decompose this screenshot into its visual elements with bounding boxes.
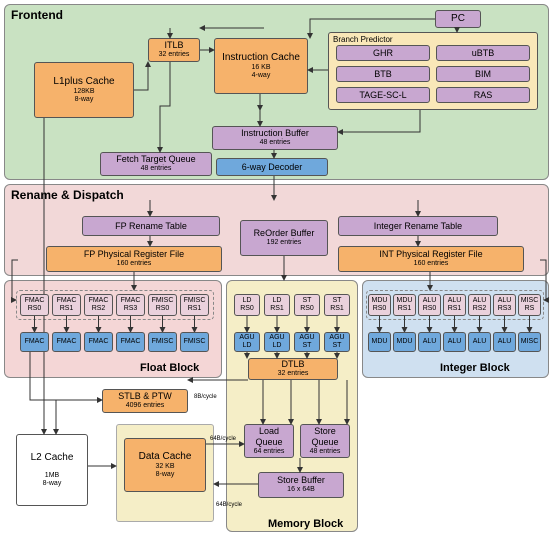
- dtlb-box: DTLB 32 entries: [248, 358, 338, 380]
- float-fu-2: FMAC: [84, 332, 113, 352]
- fp-rename-box: FP Rename Table: [82, 216, 220, 236]
- int-rs-2: ALURS0: [418, 294, 441, 316]
- int-rs-4: ALURS2: [468, 294, 491, 316]
- int-fu-6: MISC: [518, 332, 541, 352]
- float-fu-3: FMAC: [116, 332, 145, 352]
- rename-title: Rename & Dispatch: [11, 188, 124, 202]
- int-fu-5: ALU: [493, 332, 516, 352]
- bp-tage: TAGE-SC-L: [336, 87, 430, 103]
- float-rs-2: FMACRS2: [84, 294, 113, 316]
- bp-ras: RAS: [436, 87, 530, 103]
- float-title: Float Block: [140, 362, 199, 374]
- memory-title: Memory Block: [268, 518, 343, 530]
- int-rs-5: ALURS3: [493, 294, 516, 316]
- decoder-box: 6-way Decoder: [216, 158, 328, 176]
- icache-box: Instruction Cache 16 KB 4-way: [214, 38, 308, 94]
- mem-rs-1: LDRS1: [264, 294, 290, 316]
- int-prf-box: INT Physical Register File 160 entries: [338, 246, 524, 272]
- mem-fu-1: AGULD: [264, 332, 290, 352]
- bw-b: 64B/cycle: [210, 436, 236, 442]
- lq-box: Load Queue 64 entries: [244, 424, 294, 458]
- int-fu-0: MDU: [368, 332, 391, 352]
- float-rs-5: FMISCRS1: [180, 294, 209, 316]
- mem-rs-3: STRS1: [324, 294, 350, 316]
- mem-rs-2: STRS0: [294, 294, 320, 316]
- bp-ghr: GHR: [336, 45, 430, 61]
- mem-fu-0: AGULD: [234, 332, 260, 352]
- bp-ubtb: uBTB: [436, 45, 530, 61]
- float-fu-5: FMISC: [180, 332, 209, 352]
- l1plus-box: L1plus Cache 128KB 8-way: [34, 62, 134, 118]
- int-fu-2: ALU: [418, 332, 441, 352]
- pc-label: PC: [451, 13, 465, 25]
- ibuf-box: Instruction Buffer 48 entries: [212, 126, 338, 150]
- rob-box: ReOrder Buffer 192 entries: [240, 220, 328, 256]
- float-rs-3: FMACRS3: [116, 294, 145, 316]
- sb-box: Store Buffer 16 x 64B: [258, 472, 344, 498]
- int-rename-box: Integer Rename Table: [338, 216, 498, 236]
- int-rs-6: MISCRS: [518, 294, 541, 316]
- frontend-title: Frontend: [11, 8, 63, 22]
- bp-title: Branch Predictor: [333, 35, 393, 45]
- mem-rs-0: LDRS0: [234, 294, 260, 316]
- integer-title: Integer Block: [440, 362, 510, 374]
- float-rs-4: FMISCRS0: [148, 294, 177, 316]
- int-fu-4: ALU: [468, 332, 491, 352]
- float-rs-0: FMACRS0: [20, 294, 49, 316]
- float-rs-1: FMACRS1: [52, 294, 81, 316]
- int-rs-0: MDURS0: [368, 294, 391, 316]
- l2-box: L2 Cache 1MB 8-way: [16, 434, 88, 506]
- sq-box: Store Queue 48 entries: [300, 424, 350, 458]
- bw-a: 8B/cycle: [194, 394, 217, 400]
- mem-fu-3: AGUST: [324, 332, 350, 352]
- float-fu-4: FMISC: [148, 332, 177, 352]
- dcache-box: Data Cache 32 KB 8-way: [124, 438, 206, 492]
- pc-box: PC: [435, 10, 481, 28]
- float-fu-1: FMAC: [52, 332, 81, 352]
- bp-btb: BTB: [336, 66, 430, 82]
- float-fu-0: FMAC: [20, 332, 49, 352]
- bp-bim: BIM: [436, 66, 530, 82]
- ftq-box: Fetch Target Queue 48 entries: [100, 152, 212, 176]
- int-fu-3: ALU: [443, 332, 466, 352]
- fp-prf-box: FP Physical Register File 160 entries: [46, 246, 222, 272]
- int-rs-3: ALURS1: [443, 294, 466, 316]
- int-fu-1: MDU: [393, 332, 416, 352]
- bw-c: 64B/cycle: [216, 502, 242, 508]
- itlb-box: ITLB 32 entries: [148, 38, 200, 62]
- int-rs-1: MDURS1: [393, 294, 416, 316]
- mem-fu-2: AGUST: [294, 332, 320, 352]
- stlb-box: STLB & PTW 4096 entries: [102, 389, 188, 413]
